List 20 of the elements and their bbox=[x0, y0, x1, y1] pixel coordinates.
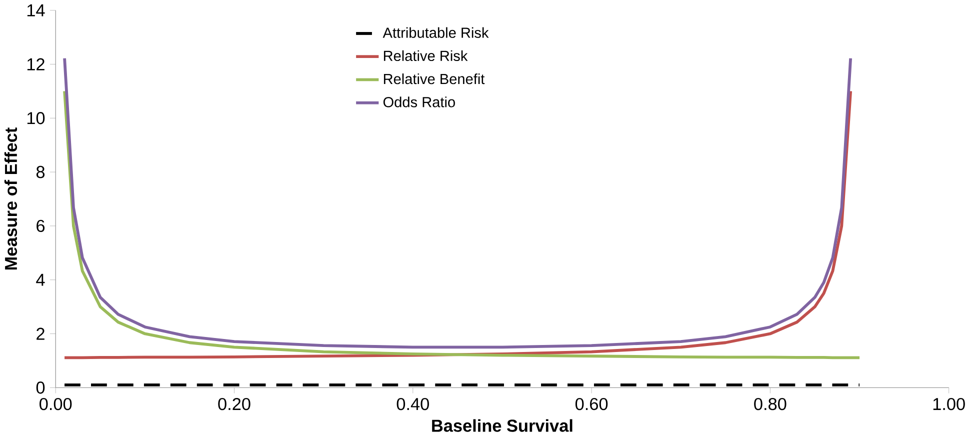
legend-label: Odds Ratio bbox=[383, 96, 455, 108]
y-tick-label: 14 bbox=[27, 4, 45, 16]
x-tick-label: 0.80 bbox=[754, 398, 786, 410]
y-tick-label: 4 bbox=[36, 274, 45, 286]
legend-label: Relative Benefit bbox=[384, 73, 485, 84]
y-tick-label: 6 bbox=[36, 220, 45, 232]
y-tick-label: 12 bbox=[27, 58, 44, 70]
x-tick-label: 0.00 bbox=[40, 398, 72, 410]
y-tick-label: 2 bbox=[36, 328, 44, 340]
x-tick-label: 1.00 bbox=[933, 398, 965, 410]
x-axis-title: Baseline Survival bbox=[432, 419, 572, 432]
legend-label: Attributable Risk bbox=[382, 27, 489, 38]
x-tick-label: 0.60 bbox=[575, 398, 608, 410]
legend-label: Relative Risk bbox=[384, 50, 468, 61]
x-tick-label: 0.20 bbox=[218, 398, 250, 410]
y-tick-label: 8 bbox=[36, 166, 45, 178]
x-tick-label: 0.40 bbox=[396, 398, 429, 410]
y-axis-title: Measure of Effect bbox=[4, 127, 18, 270]
y-tick-label: 10 bbox=[27, 112, 45, 124]
y-tick-label: 0 bbox=[36, 381, 45, 394]
